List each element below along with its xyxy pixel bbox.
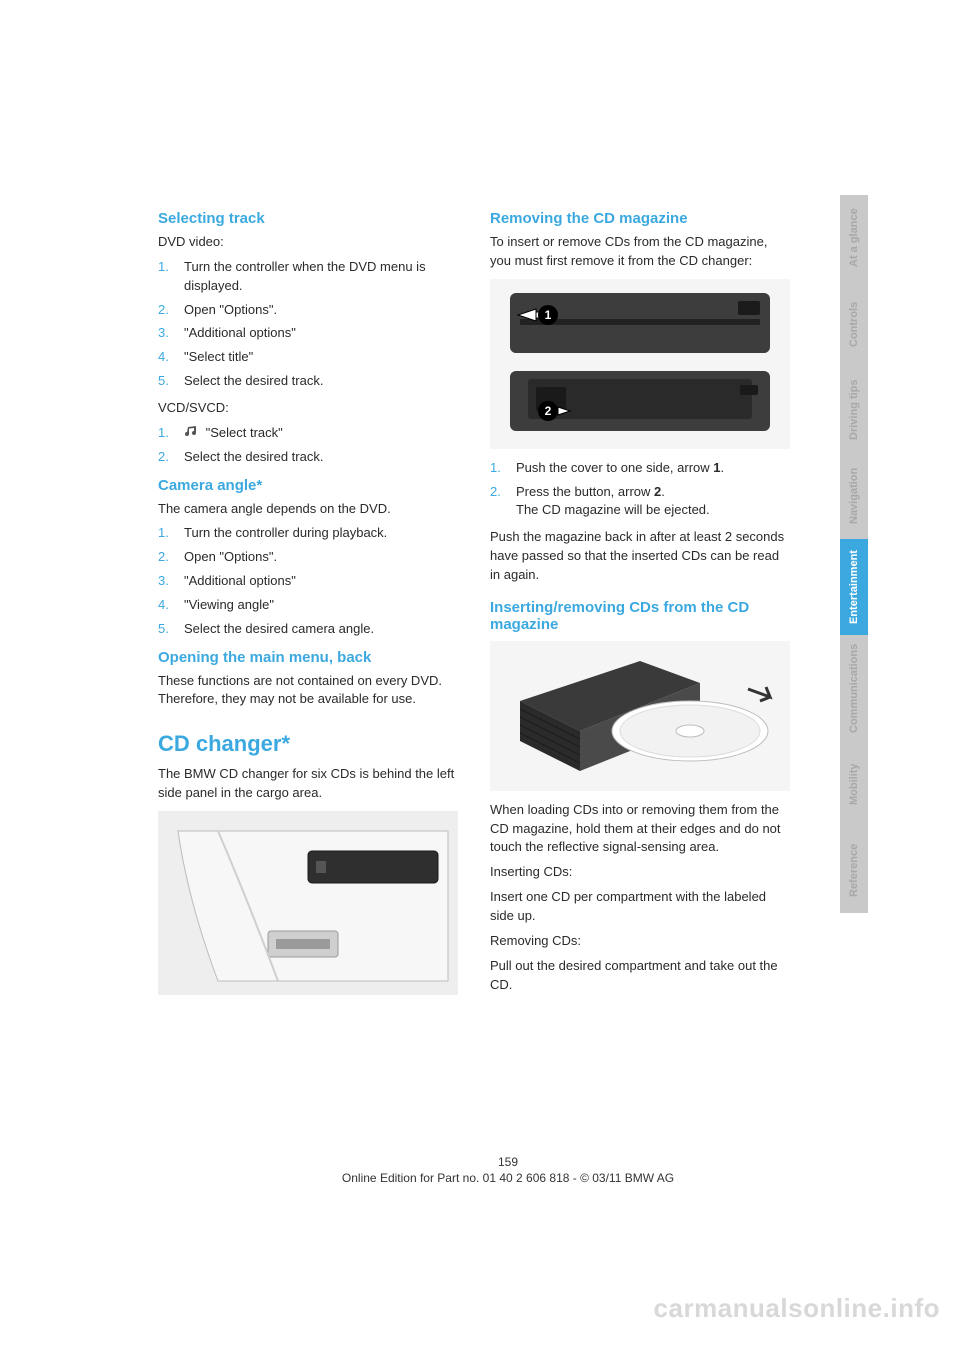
list-item: 1.Turn the controller when the DVD menu … [158,258,458,296]
list-item: 1. "Select track" [158,424,458,443]
text: Pull out the desired compartment and tak… [490,957,790,995]
list-text: "Additional options" [184,325,296,340]
steps-list: 1.Turn the controller during playback. 2… [158,524,458,638]
list-text: Turn the controller when the DVD menu is… [184,259,426,293]
heading-selecting-track: Selecting track [158,210,458,227]
watermark: carmanualsonline.info [654,1293,940,1324]
list-text: Select the desired track. [184,449,323,464]
side-tab[interactable]: Driving tips [840,367,868,453]
right-column: Removing the CD magazine To insert or re… [490,200,790,1005]
figure-cd-magazine [490,641,790,791]
figure-cd-changer-unit: 1 2 [490,279,790,449]
side-tab[interactable]: Controls [840,281,868,367]
steps-list: 1. "Select track" 2.Select the desired t… [158,424,458,467]
steps-list: 1.Turn the controller when the DVD menu … [158,258,458,391]
heading-camera-angle: Camera angle* [158,477,458,494]
list-item: 3."Additional options" [158,572,458,591]
list-text: Open "Options". [184,302,277,317]
list-item: 4."Viewing angle" [158,596,458,615]
list-item: 3."Additional options" [158,324,458,343]
arrow-2-label: 2 [545,404,552,418]
side-tab[interactable]: Reference [840,827,868,913]
text: Insert one CD per compartment with the l… [490,888,790,926]
heading-inserting-removing: Inserting/removing CDs from the CD magaz… [490,599,790,633]
list-item: 5.Select the desired camera angle. [158,620,458,639]
list-text: "Additional options" [184,573,296,588]
list-text: Select the desired track. [184,373,323,388]
list-item: 4."Select title" [158,348,458,367]
text: Removing CDs: [490,932,790,951]
text: To insert or remove CDs from the CD maga… [490,233,790,271]
text: These functions are not contained on eve… [158,672,458,710]
figure-cargo-panel [158,811,458,995]
list-item: 2. Press the button, arrow 2.The CD maga… [490,483,790,521]
page-number: 159 [158,1155,858,1169]
side-tab[interactable]: Mobility [840,741,868,827]
list-item: 1. Push the cover to one side, arrow 1. [490,459,790,478]
text: VCD/SVCD: [158,399,458,418]
text: The camera angle depends on the DVD. [158,500,458,519]
text: DVD video: [158,233,458,252]
list-text: "Viewing angle" [184,597,274,612]
list-item: 2.Select the desired track. [158,448,458,467]
side-tab[interactable]: Entertainment [840,539,868,635]
list-item: 2.Open "Options". [158,548,458,567]
page: Selecting track DVD video: 1.Turn the co… [0,0,960,1358]
text: Push the magazine back in after at least… [490,528,790,585]
text: Inserting CDs: [490,863,790,882]
list-item: 5.Select the desired track. [158,372,458,391]
list-text: Open "Options". [184,549,277,564]
list-text: Push the cover to one side, arrow 1. [516,460,724,475]
page-footer: 159 Online Edition for Part no. 01 40 2 … [158,1155,858,1185]
list-text: "Select title" [184,349,253,364]
steps-list: 1. Push the cover to one side, arrow 1. … [490,459,790,521]
left-column: Selecting track DVD video: 1.Turn the co… [158,200,458,1005]
side-tab[interactable]: At a glance [840,195,868,281]
list-text: "Select track" [206,425,283,440]
heading-open-main: Opening the main menu, back [158,649,458,666]
heading-removing-magazine: Removing the CD magazine [490,210,790,227]
music-note-icon [184,424,198,443]
footer-line: Online Edition for Part no. 01 40 2 606 … [342,1171,674,1185]
heading-cd-changer: CD changer* [158,731,458,757]
side-tabs: At a glanceControlsDriving tipsNavigatio… [840,195,868,913]
list-text: Turn the controller during playback. [184,525,387,540]
arrow-1-label: 1 [545,308,552,322]
side-tab[interactable]: Navigation [840,453,868,539]
text: When loading CDs into or removing them f… [490,801,790,858]
list-text: Press the button, arrow 2.The CD magazin… [516,484,710,518]
list-item: 1.Turn the controller during playback. [158,524,458,543]
content-columns: Selecting track DVD video: 1.Turn the co… [158,200,858,1005]
text: The BMW CD changer for six CDs is behind… [158,765,458,803]
list-text: Select the desired camera angle. [184,621,374,636]
side-tab[interactable]: Communications [840,635,868,741]
list-item: 2.Open "Options". [158,301,458,320]
